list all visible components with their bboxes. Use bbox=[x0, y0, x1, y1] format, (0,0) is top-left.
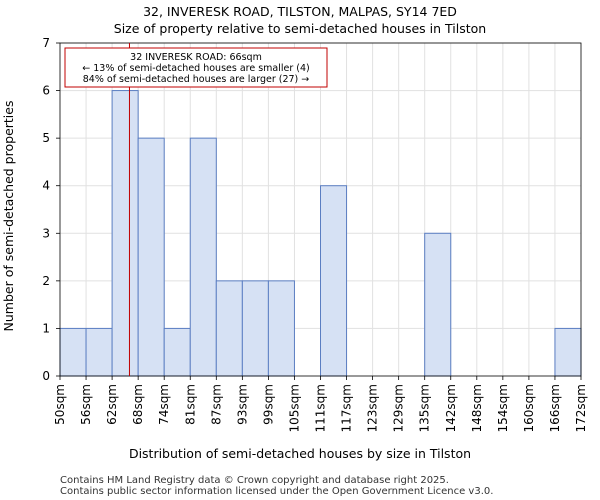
annotation-line-1: 32 INVERESK ROAD: 66sqm bbox=[130, 52, 262, 63]
x-tick-label: 160sqm bbox=[522, 384, 536, 432]
x-tick-label: 50sqm bbox=[53, 384, 67, 425]
plot-frame bbox=[59, 42, 582, 377]
x-tick-label: 123sqm bbox=[366, 384, 380, 432]
x-tick-label: 93sqm bbox=[235, 384, 249, 425]
bar-81sqm bbox=[189, 137, 217, 377]
bar-87sqm bbox=[215, 280, 243, 377]
x-axis-label: Distribution of semi-detached houses by … bbox=[129, 446, 471, 461]
annotation-line-2: ← 13% of semi-detached houses are smalle… bbox=[82, 63, 310, 74]
x-tick-label: 81sqm bbox=[183, 384, 197, 425]
y-ticks: 0 1 2 3 4 5 6 7 bbox=[42, 36, 60, 383]
y-tick-label: 6 bbox=[42, 84, 50, 98]
footer-line-2: Contains public sector information licen… bbox=[60, 486, 493, 497]
chart-subtitle: Size of property relative to semi-detach… bbox=[114, 21, 486, 36]
x-tick-label: 105sqm bbox=[287, 384, 301, 432]
x-tick-label: 142sqm bbox=[444, 384, 458, 432]
y-tick-label: 5 bbox=[42, 131, 50, 145]
x-tick-label: 166sqm bbox=[548, 384, 562, 432]
bar-56sqm bbox=[85, 327, 113, 377]
x-tick-label: 99sqm bbox=[261, 384, 275, 425]
bar-74sqm bbox=[163, 327, 191, 377]
x-tick-label: 148sqm bbox=[470, 384, 484, 432]
y-tick-label: 2 bbox=[42, 274, 50, 288]
y-tick-label: 1 bbox=[42, 321, 50, 335]
y-tick-label: 4 bbox=[42, 179, 50, 193]
bar-111sqm bbox=[320, 185, 348, 377]
x-tick-label: 68sqm bbox=[131, 384, 145, 425]
x-tick-label: 56sqm bbox=[79, 384, 93, 425]
x-tick-label: 87sqm bbox=[209, 384, 223, 425]
y-tick-label: 7 bbox=[42, 36, 50, 50]
bar-68sqm bbox=[137, 137, 165, 377]
bar-93sqm bbox=[241, 280, 269, 377]
x-tick-label: 135sqm bbox=[418, 384, 432, 432]
footer-line-1: Contains HM Land Registry data © Crown c… bbox=[60, 475, 449, 486]
bar-166sqm bbox=[554, 327, 582, 377]
x-tick-label: 117sqm bbox=[340, 384, 354, 432]
bar-135sqm bbox=[424, 232, 452, 377]
x-tick-label: 172sqm bbox=[574, 384, 588, 432]
x-tick-label: 111sqm bbox=[314, 384, 328, 432]
y-tick-label: 3 bbox=[42, 226, 50, 240]
x-ticks: 50sqm 56sqm 62sqm 68sqm 74sqm 81sqm 87sqm 93sqm… bbox=[53, 376, 588, 432]
annotation-line-3: 84% of semi-detached houses are larger (… bbox=[83, 74, 310, 85]
x-tick-label: 62sqm bbox=[105, 384, 119, 425]
x-tick-label: 74sqm bbox=[157, 384, 171, 425]
y-tick-label: 0 bbox=[42, 369, 50, 383]
annotation-frame bbox=[64, 47, 328, 88]
y-axis-label: Number of semi-detached properties bbox=[1, 101, 16, 332]
annotation-box: 32 INVERESK ROAD: 66sqm ← 13% of semi-de… bbox=[64, 47, 328, 88]
x-tick-label: 154sqm bbox=[496, 384, 510, 432]
bar-99sqm bbox=[267, 280, 295, 377]
bar-50sqm bbox=[59, 327, 87, 377]
chart-title: 32, INVERESK ROAD, TILSTON, MALPAS, SY14… bbox=[143, 4, 457, 19]
x-tick-label: 129sqm bbox=[392, 384, 406, 432]
bar-62sqm bbox=[111, 90, 139, 377]
